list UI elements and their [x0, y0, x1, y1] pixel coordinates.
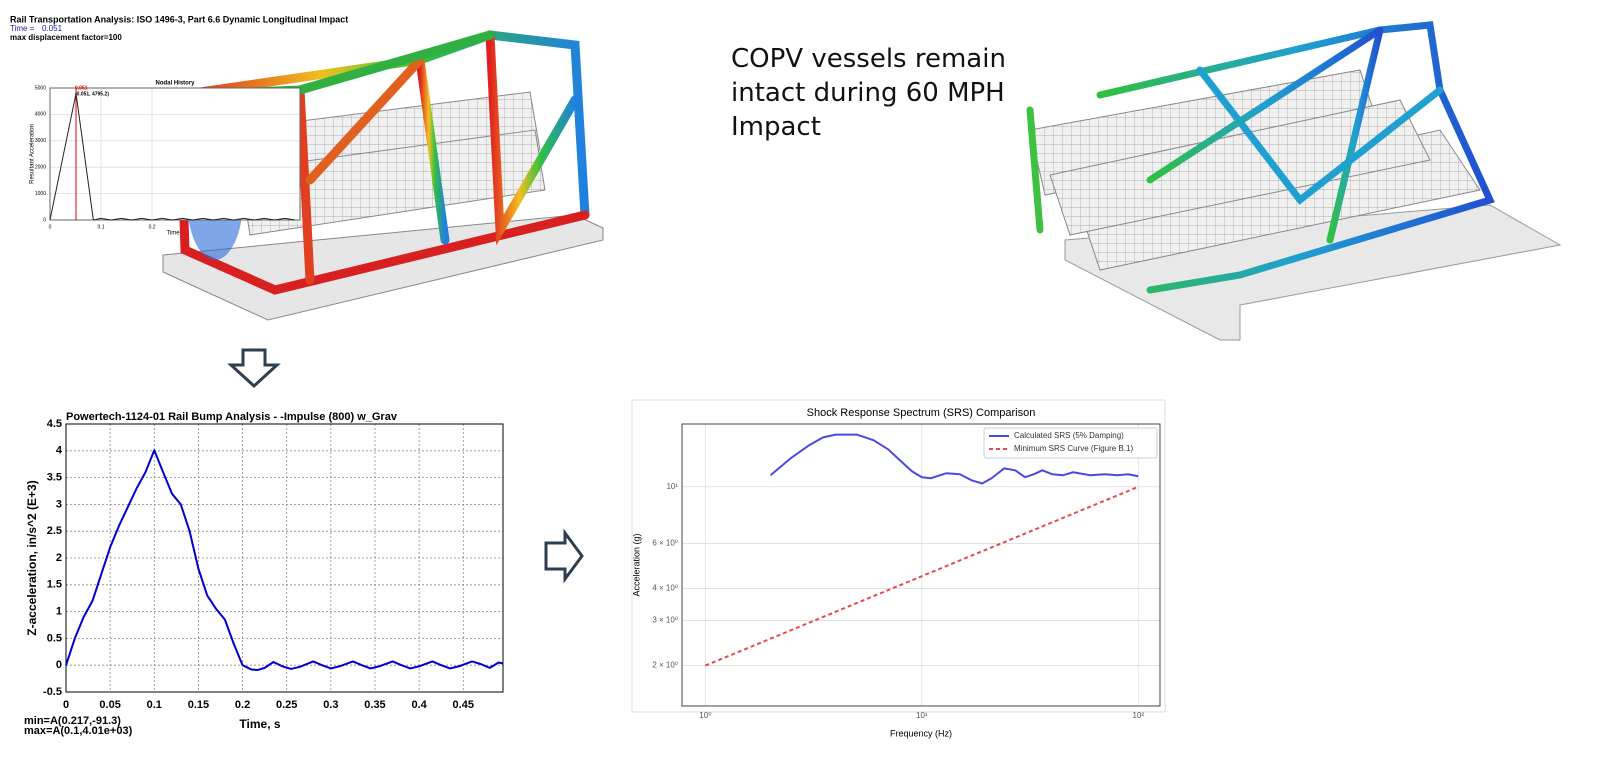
- chart: 10⁰ 10¹ 10² 2 × 10⁰ 3 × 10⁰ 4 × 10⁰ 6 × 10⁰ 10¹…: [631, 407, 1161, 738]
- y-tick-label: 2.5: [47, 525, 62, 537]
- annotation: 0.051: [75, 85, 88, 91]
- y-axis-label: Resultant Acceleration: [30, 124, 36, 184]
- y-axis-label: Z-acceleration, in/s^2 (E+3): [25, 480, 39, 635]
- x-tick-label: 0.1: [98, 224, 105, 230]
- x-tick-label: 10⁰: [699, 711, 711, 720]
- series-line: [769, 433, 1139, 485]
- x-tick-label: 0.1: [147, 699, 162, 711]
- legend-label: Calculated SRS (5% Damping): [1014, 431, 1124, 440]
- x-axis-label: Time, s: [239, 717, 280, 731]
- y-tick-label: 3000: [35, 138, 46, 144]
- y-tick-label: 4 × 10⁰: [652, 584, 678, 593]
- x-axis-label: Frequency (Hz): [890, 728, 952, 738]
- annotation: max=A(0.1,4.01e+03): [24, 725, 133, 737]
- y-tick-label: 10¹: [666, 482, 678, 491]
- plot-area: [682, 424, 1160, 706]
- chart-title: Shock Response Spectrum (SRS) Comparison: [807, 407, 1036, 419]
- chart: 0 0.1 0.2 0 1000 2000 3000 4000 5000 Nodal Histor…: [30, 81, 301, 237]
- model-title: Rail Transportation Analysis: ISO 1496-3…: [10, 14, 348, 24]
- y-tick-label: 0: [43, 217, 46, 223]
- plot-frame: [65, 423, 504, 693]
- displacement-label: max displacement factor=100: [10, 33, 122, 42]
- y-tick-label: 4: [56, 445, 63, 457]
- y-tick-label: 4000: [35, 112, 46, 118]
- x-tick-label: 10¹: [916, 711, 928, 720]
- series-line: [704, 485, 1139, 667]
- x-tick-label: 0.3: [323, 699, 338, 711]
- down-arrow: [227, 348, 281, 389]
- legend-box: [983, 427, 1158, 459]
- annotation: min=A(0.217,-91.3): [24, 715, 121, 727]
- x-tick-label: 0.15: [188, 699, 209, 711]
- y-tick-label: 3 × 10⁰: [652, 616, 678, 625]
- legend-label: Minimum SRS Curve (Figure B.1): [1014, 444, 1133, 453]
- x-tick-label: 0.2: [235, 699, 250, 711]
- x-axis-label: Time: [166, 231, 180, 237]
- x-tick-label: 0: [63, 699, 69, 711]
- x-tick-label: 0.35: [364, 699, 385, 711]
- y-tick-label: 2000: [35, 165, 46, 171]
- chart-title: Nodal History: [155, 81, 195, 87]
- annotation: (0.051, 4795.2): [75, 91, 109, 97]
- y-tick-label: 6 × 10⁰: [652, 539, 678, 548]
- x-tick-label: 0.25: [276, 699, 297, 711]
- x-tick-label: 0.05: [99, 699, 120, 711]
- plot-frame: [681, 423, 1161, 707]
- x-tick-label: 0: [49, 224, 52, 230]
- x-tick-label: 0.45: [453, 699, 474, 711]
- y-tick-label: 1.5: [47, 579, 62, 591]
- slide-text: COPV vessels remain intact during 60 MPH…: [731, 44, 1006, 142]
- plot-area: [50, 88, 300, 220]
- chart-title: Powertech-1124-01 Rail Bump Analysis - -…: [66, 411, 398, 423]
- y-tick-label: -0.5: [43, 686, 62, 698]
- series-line: [65, 449, 504, 672]
- y-tick-label: 2 × 10⁰: [652, 661, 678, 670]
- srs-figure-frame: [631, 399, 1166, 713]
- time-label: Time =: [10, 24, 35, 33]
- y-tick-label: 4.5: [47, 418, 62, 430]
- series-line: [49, 92, 295, 221]
- y-tick-label: 3.5: [47, 472, 62, 484]
- y-tick-label: 2: [56, 552, 62, 564]
- y-tick-label: 1000: [35, 191, 46, 197]
- x-tick-label: 0.4: [411, 699, 427, 711]
- y-tick-label: 5000: [35, 85, 46, 91]
- x-tick-label: 0.2: [149, 224, 156, 230]
- time-value: 0.051: [42, 24, 63, 33]
- right-arrow: [544, 528, 584, 584]
- y-tick-label: 0.5: [47, 632, 62, 644]
- x-tick-label: 10²: [1132, 711, 1144, 720]
- y-tick-label: 1: [56, 606, 62, 618]
- y-axis-label: Acceleration (g): [631, 533, 641, 596]
- right-model: [1026, 21, 1562, 341]
- y-tick-label: 0: [56, 659, 62, 671]
- y-tick-label: 3: [56, 498, 62, 510]
- chart: 0 0.05 0.1 0.15 0.2 0.25 0.3 0.35 0.4 0.45-0.500.…: [24, 411, 504, 737]
